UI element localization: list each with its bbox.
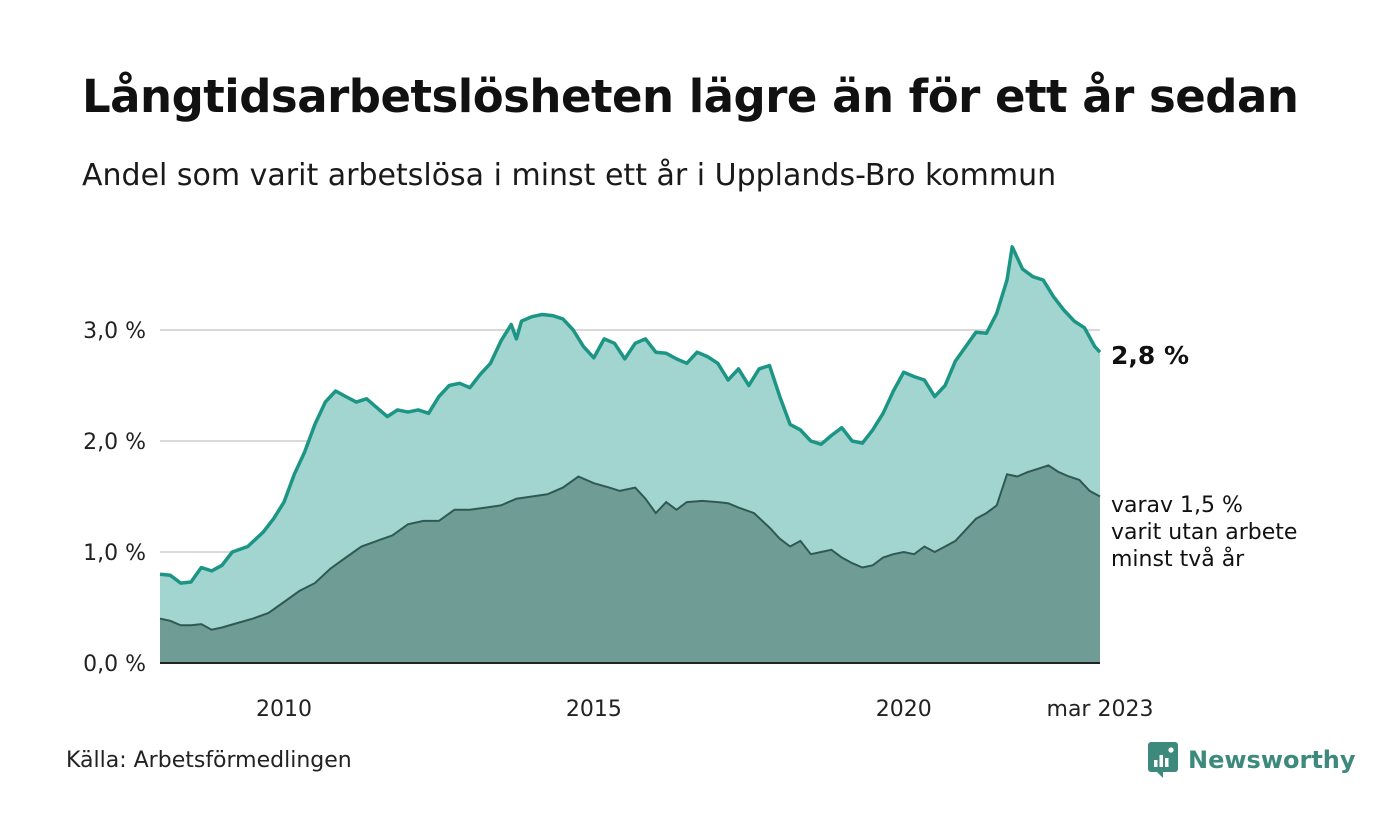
source-note: Källa: Arbetsförmedlingen — [66, 748, 352, 773]
brand-name: Newsworthy — [1188, 746, 1356, 774]
x-tick-label: mar 2023 — [1047, 697, 1154, 722]
chart-title: Långtidsarbetslösheten lägre än för ett … — [82, 70, 1299, 123]
y-tick-label: 3,0 % — [83, 319, 146, 344]
y-tick-label: 1,0 % — [83, 541, 146, 566]
chart-subtitle: Andel som varit arbetslösa i minst ett å… — [82, 158, 1057, 193]
newsworthy-icon — [1148, 742, 1178, 778]
x-axis-tick-labels: 2010 2015 2020 mar 2023 — [256, 697, 1154, 722]
end-label-two-year: varit utan arbete — [1111, 520, 1297, 545]
end-label-two-year: minst två år — [1111, 546, 1245, 572]
brand-logo[interactable]: Newsworthy — [1148, 742, 1356, 778]
x-tick-label: 2015 — [566, 697, 622, 722]
area-two-year — [160, 465, 1100, 663]
y-tick-label: 2,0 % — [83, 430, 146, 455]
x-tick-label: 2010 — [256, 697, 312, 722]
y-axis-tick-labels: 0,0 % 1,0 % 2,0 % 3,0 % — [83, 319, 146, 677]
x-tick-label: 2020 — [876, 697, 932, 722]
y-tick-label: 0,0 % — [83, 652, 146, 677]
end-label-total: 2,8 % — [1111, 341, 1189, 370]
chart: 0,0 % 1,0 % 2,0 % 3,0 % 2010 2015 2020 mar 202… — [83, 245, 1297, 722]
line-total — [159, 245, 1102, 585]
line-two-year — [159, 464, 1101, 631]
end-label-two-year: varav 1,5 % — [1111, 493, 1243, 518]
